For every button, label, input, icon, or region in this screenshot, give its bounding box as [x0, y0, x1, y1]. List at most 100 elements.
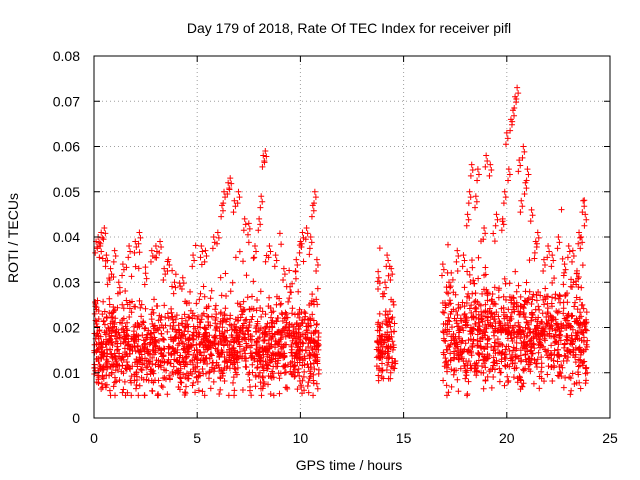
roti-point [462, 316, 469, 323]
roti-point [539, 310, 546, 317]
roti-point [156, 312, 163, 319]
roti-point [580, 334, 587, 341]
roti-point [267, 314, 274, 321]
roti-point [386, 354, 393, 361]
roti-point [249, 293, 256, 300]
roti-peak-point [548, 263, 555, 270]
roti-point [211, 340, 218, 347]
roti-point [510, 347, 517, 354]
roti-point [477, 343, 484, 350]
roti-point [246, 306, 253, 313]
roti-point [379, 293, 386, 300]
y-tick-label: 0.04 [53, 229, 80, 245]
roti-point [467, 336, 474, 343]
roti-point [379, 332, 386, 339]
roti-point [160, 353, 167, 360]
roti-point [500, 293, 507, 300]
roti-point [253, 328, 260, 335]
roti-point [235, 354, 242, 361]
roti-point [562, 353, 569, 360]
roti-point [295, 365, 302, 372]
roti-point [528, 342, 535, 349]
roti-peak-point [575, 275, 582, 282]
roti-peak-point [166, 262, 173, 269]
roti-peak-point [461, 257, 468, 264]
roti-point [296, 347, 303, 354]
roti-point [231, 326, 238, 333]
roti-point [473, 367, 480, 374]
roti-point [194, 363, 201, 370]
roti-peak-point [225, 179, 232, 186]
roti-point [490, 374, 497, 381]
roti-point [551, 347, 558, 354]
roti-point [162, 376, 169, 383]
roti-point [507, 355, 514, 362]
roti-peak-point [473, 198, 480, 205]
roti-peak-point [500, 221, 507, 228]
roti-peak-point [308, 213, 315, 220]
roti-point [166, 344, 173, 351]
roti-point [540, 327, 547, 334]
roti-peak-point [120, 266, 127, 273]
roti-point [310, 371, 317, 378]
roti-peak-point [112, 253, 119, 260]
roti-peak-point [463, 222, 470, 229]
roti-point [122, 365, 129, 372]
roti-point [212, 320, 219, 327]
roti-point [164, 359, 171, 366]
roti-point [180, 346, 187, 353]
roti-point [572, 359, 579, 366]
roti-point [314, 285, 321, 292]
roti-peak-point [141, 281, 148, 288]
roti-point [510, 303, 517, 310]
roti-point [274, 314, 281, 321]
roti-point [383, 316, 390, 323]
roti-point [491, 238, 498, 245]
roti-point [564, 317, 571, 324]
roti-point [455, 388, 462, 395]
roti-peak-point [384, 252, 391, 259]
roti-point [242, 331, 249, 338]
roti-point [172, 333, 179, 340]
roti-point [158, 330, 165, 337]
roti-point [529, 311, 536, 318]
roti-peak-point [569, 258, 576, 265]
roti-peak-point [266, 243, 273, 250]
roti-peak-point [125, 254, 132, 261]
roti-point [148, 377, 155, 384]
roti-point [523, 341, 530, 348]
roti-point [144, 331, 151, 338]
roti-point [165, 349, 172, 356]
roti-peak-point [505, 177, 512, 184]
roti-point [443, 358, 450, 365]
roti-point [109, 314, 116, 321]
roti-point [517, 311, 524, 318]
roti-point [198, 338, 205, 345]
y-tick-label: 0.08 [53, 48, 80, 64]
roti-peak-point [242, 221, 249, 228]
roti-peak-point [517, 162, 524, 169]
roti-point [573, 294, 580, 301]
roti-point [530, 380, 537, 387]
roti-point [389, 338, 396, 345]
roti-point [226, 365, 233, 372]
roti-point [529, 350, 536, 357]
roti-point [528, 335, 535, 342]
roti-point [481, 272, 488, 279]
roti-point [459, 299, 466, 306]
roti-point [568, 276, 575, 283]
roti-point [231, 338, 238, 345]
roti-point [210, 378, 217, 385]
roti-peak-point [210, 234, 217, 240]
roti-point [552, 291, 559, 298]
y-tick-label: 0.02 [53, 320, 80, 336]
roti-point [314, 301, 321, 308]
roti-point [545, 347, 552, 354]
roti-point [293, 330, 300, 337]
roti-point [449, 276, 456, 283]
roti-point [194, 378, 201, 385]
roti-point [522, 288, 529, 295]
roti-point [542, 296, 549, 303]
roti-peak-point [465, 216, 472, 223]
roti-point [548, 317, 555, 324]
